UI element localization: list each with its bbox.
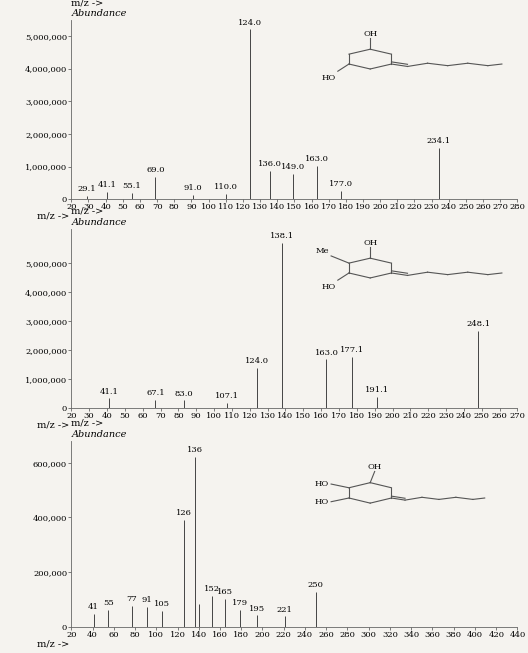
Text: HO: HO [315,498,329,505]
Text: OH: OH [363,29,378,37]
Text: Abundance: Abundance [71,8,127,18]
Text: OH: OH [367,462,382,471]
Text: m/z ->: m/z -> [37,212,69,221]
Text: 163.0: 163.0 [315,349,338,357]
Text: 105: 105 [154,600,169,608]
Text: 248.1: 248.1 [466,320,491,328]
Text: 179: 179 [232,599,248,607]
Text: 195: 195 [249,605,265,613]
Text: HO: HO [322,283,336,291]
Text: 69.0: 69.0 [146,167,165,174]
Text: 136.0: 136.0 [258,160,282,168]
Text: 77: 77 [126,595,137,603]
Text: 91.0: 91.0 [184,184,202,192]
Text: 136: 136 [186,447,203,454]
Text: m/z ->: m/z -> [37,640,69,649]
Text: 234.1: 234.1 [427,137,451,145]
Text: HO: HO [322,74,336,82]
Text: 41.1: 41.1 [99,388,118,396]
Text: 124.0: 124.0 [245,357,269,366]
Text: OH: OH [363,238,378,246]
Text: 177.1: 177.1 [340,346,364,354]
Text: 250: 250 [308,581,324,589]
Text: m/z ->: m/z -> [71,419,103,428]
Text: 152: 152 [203,586,220,594]
Text: 126: 126 [176,509,192,517]
Text: m/z ->: m/z -> [71,207,103,216]
Text: 149.0: 149.0 [280,163,305,171]
Text: m/z ->: m/z -> [37,421,69,430]
Text: 163.0: 163.0 [305,155,328,163]
Text: 41.1: 41.1 [98,181,117,189]
Text: 55: 55 [103,599,114,607]
Text: 221: 221 [277,606,293,614]
Text: 41: 41 [88,603,99,611]
Text: 29.1: 29.1 [78,185,96,193]
Text: 191.1: 191.1 [364,386,389,394]
Text: Me: Me [315,247,329,255]
Text: 91: 91 [142,596,152,605]
Text: 177.0: 177.0 [329,180,353,188]
Text: HO: HO [315,480,329,488]
Text: 165: 165 [218,588,233,596]
Text: m/z ->: m/z -> [71,0,103,7]
Text: Abundance: Abundance [71,217,127,227]
Text: 138.1: 138.1 [270,232,294,240]
Text: 55.1: 55.1 [122,182,141,190]
Text: 110.0: 110.0 [214,183,238,191]
Text: Abundance: Abundance [71,430,127,439]
Text: 67.1: 67.1 [146,389,165,397]
Text: 124.0: 124.0 [238,19,262,27]
Text: 107.1: 107.1 [215,392,239,400]
Text: 83.0: 83.0 [174,390,193,398]
